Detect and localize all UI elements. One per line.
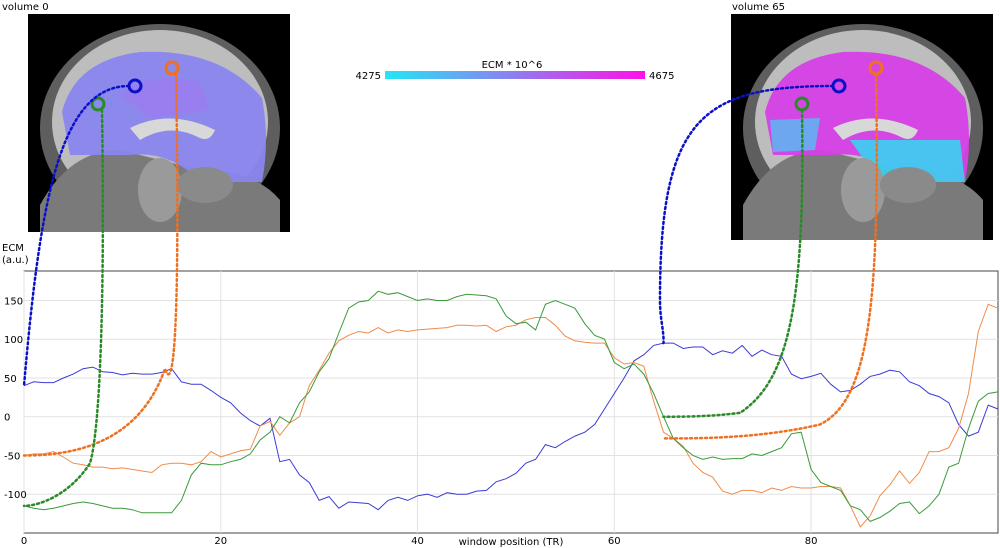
brainstem [841,158,885,222]
connector-green-vol65 [662,108,804,418]
connector-blue-vol0 [22,84,131,387]
colorbar: ECM * 10^6 4275 4675 [356,60,675,82]
colorbar-max-label: 4675 [649,71,674,82]
colorbar-label: ECM * 10^6 [482,60,543,71]
green-roi-marker [90,96,106,112]
y-tick-label: -50 [4,451,20,462]
ecm-overlay-patch [120,78,210,118]
y-tick-label: 50 [4,374,17,385]
y-tick-label: 100 [4,335,23,346]
cerebellum [177,167,233,203]
brain-panel-volume-65: volume 65 [731,2,993,240]
green-series-line [23,290,999,522]
plot-area [23,270,999,534]
x-axis-label: window position (TR) [459,537,564,548]
connector-orange-vol0 [22,72,179,457]
brainstem [138,158,182,222]
connector-orange-vol65 [662,72,879,440]
y-tick-label: 0 [4,413,10,424]
y-tick-label: 150 [4,296,23,307]
connector-blue-vol65 [658,84,835,345]
panel-title: volume 0 [2,2,49,13]
x-axis-ticks: 0 20 40 60 80 [21,536,818,547]
ecm-overlay [62,51,266,182]
colorbar-min-label: 4275 [356,71,381,82]
brain-panel-volume-0: volume 0 [2,2,290,232]
y-axis-label-line2: (a.u.) [2,255,29,266]
x-tick-label: 0 [21,536,27,547]
grid [23,271,998,533]
orange-roi-marker [164,60,180,76]
corpus-callosum [130,118,215,140]
roi-connectors [22,72,879,508]
blue-series-line [23,342,999,511]
panel-title: volume 65 [732,2,785,13]
ecm-overlay-mid-patch [770,118,820,152]
x-tick-label: 80 [805,536,818,547]
line-chart: ECM (a.u.) -100 -50 0 50 100 150 0 20 40 60 80 wi… [2,243,999,548]
x-tick-label: 60 [608,536,621,547]
connector-green-vol0 [22,108,105,508]
series-lines [23,290,999,528]
x-tick-label: 20 [214,536,227,547]
y-tick-label: -100 [4,490,27,501]
orange-series-line [23,303,999,528]
x-tick-label: 40 [411,536,424,547]
cerebellum [880,167,936,203]
y-axis-label-line1: ECM [2,243,24,254]
y-axis-ticks: -100 -50 0 50 100 150 [4,296,27,501]
colorbar-gradient [385,71,645,79]
